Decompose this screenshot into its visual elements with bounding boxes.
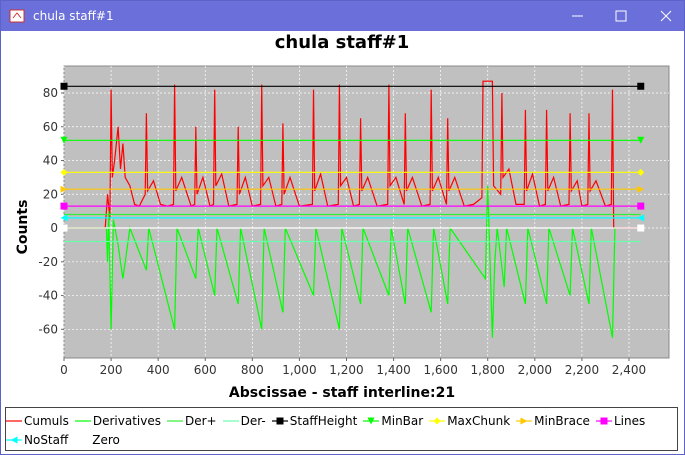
point-marker [60,185,68,193]
legend-item: StaffHeight [271,411,358,430]
y-tick-label: 40 [43,154,58,168]
point-marker [637,168,645,176]
legend-swatch [167,419,183,422]
legend-item: MinBrace [516,411,590,430]
x-axis-label: Abscissae - staff interline:21 [229,385,455,401]
legend-item: NoStaff [6,430,68,449]
legend-item: MaxChunk [429,411,510,430]
legend-item: Derivatives [74,411,161,430]
legend-swatch [74,436,91,443]
y-tick-label: 20 [43,187,58,201]
point-marker [637,82,645,90]
legend-swatch [222,419,239,422]
legend-item: MinBar [363,411,423,430]
point-marker [60,202,68,210]
legend-label: Der+ [185,413,217,428]
x-tick-label: 1,600 [423,363,457,377]
x-tick-label: 1,000 [282,363,316,377]
legend-item: Der+ [167,411,217,430]
x-tick-label: 2,000 [518,363,552,377]
title-bar: chula staff#1 [1,1,684,31]
x-tick-label: 1,800 [471,363,505,377]
legend-swatch [271,417,288,424]
legend-marker [10,436,18,443]
close[interactable] [660,10,672,22]
series-line [64,185,616,338]
point-marker [60,224,68,232]
x-tick-label: 2,200 [565,363,599,377]
legend-label: Lines [613,413,646,428]
legend-label: MaxChunk [447,413,511,428]
legend-label: Derivatives [92,413,161,428]
y-axis-label: Counts [15,200,31,255]
y-tick-label: -60 [38,322,58,336]
legend-label: NoStaff [24,432,69,447]
legend-swatch [6,419,22,422]
legend-marker [367,417,375,424]
y-tick-label: 0 [50,221,58,235]
legend-label: MinBrace [534,413,590,428]
plot-area [63,65,670,359]
x-tick-label: 200 [100,363,123,377]
legend-swatch [516,417,533,424]
legend-item: Lines [595,411,646,430]
series-line [64,80,641,229]
point-marker [60,168,68,176]
legend-marker [276,417,284,424]
legend-label: StaffHeight [289,413,358,428]
legend-item: Der- [222,411,266,430]
legend-label: Der- [240,413,266,428]
legend-swatch [429,417,446,424]
maximize[interactable] [615,10,627,22]
window-title: chula staff#1 [33,9,114,23]
y-tick-label: 80 [43,86,58,100]
x-tick-label: 1,200 [329,363,363,377]
legend-item: Zero [74,430,120,449]
legend-marker [520,417,528,424]
x-tick-label: 1,400 [376,363,410,377]
legend-marker [433,417,441,424]
x-tick-label: 2,400 [612,363,646,377]
point-marker [60,136,68,144]
window-controls[interactable] [544,1,684,31]
point-marker [637,136,645,144]
point-marker [637,185,645,193]
point-marker [60,82,68,90]
legend-label: Zero [92,432,120,447]
legend-swatch [363,417,380,424]
legend-swatch [595,417,612,424]
chart: chula staff#1 Abscissae - staff interlin… [15,32,670,401]
chart-title: chula staff#1 [275,32,410,53]
x-tick-label: 800 [241,363,264,377]
y-tick-label: -20 [38,255,58,269]
legend: Cumuls Derivatives Der+ Der- StaffHeight MinB… [5,407,678,451]
legend-marker [600,417,608,424]
legend-label: Cumuls [24,413,69,428]
app-icon [9,9,25,23]
legend-swatch [74,419,91,422]
point-marker [637,202,645,210]
x-tick-label: 600 [194,363,217,377]
point-marker [637,224,645,232]
legend-label: MinBar [381,413,424,428]
point-marker [60,214,68,222]
y-tick-label: 60 [43,120,58,134]
legend-swatch [6,436,22,443]
legend-marker [78,436,86,443]
point-marker [637,214,645,222]
x-tick-label: 400 [147,363,170,377]
legend-item: Cumuls [6,411,69,430]
y-tick-label: -40 [38,289,58,303]
x-tick-label: 0 [60,363,68,377]
